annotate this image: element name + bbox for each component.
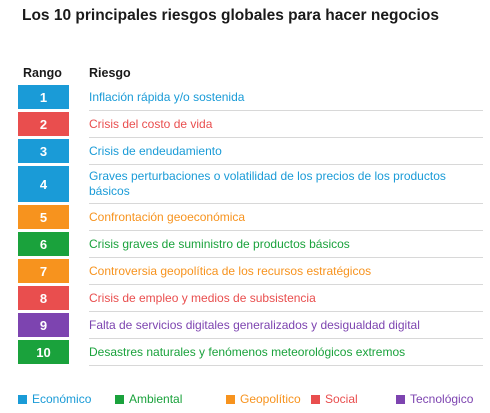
row-divider: [89, 164, 483, 165]
rank-badge: 10: [18, 340, 69, 364]
risk-row: 9 Falta de servicios digitales generaliza…: [18, 313, 483, 339]
rank-badge: 1: [18, 85, 69, 109]
rank-badge: 8: [18, 286, 69, 310]
rank-badge: 9: [18, 313, 69, 337]
legend-label: Geopolítico: [240, 392, 301, 406]
legend-label: Ambiental: [129, 392, 183, 406]
risk-label: Desastres naturales y fenómenos meteorol…: [89, 344, 406, 359]
risk-row: 10 Desastres naturales y fenómenos meteor…: [18, 340, 483, 366]
risk-row: 2 Crisis del costo de vida: [18, 112, 483, 138]
row-divider: [89, 365, 483, 366]
legend-label: Económico: [32, 392, 92, 406]
risk-label: Crisis graves de suministro de productos…: [89, 236, 350, 251]
risk-row: 1 Inflación rápida y/o sostenida: [18, 85, 483, 111]
risk-row: 4 Graves perturbaciones o volatilidad de …: [18, 166, 483, 204]
legend-swatch: [311, 394, 320, 404]
risk-row: 5 Confrontación geoeconómica: [18, 205, 483, 231]
legend-item-economico: Económico: [18, 392, 115, 406]
row-divider: [89, 257, 483, 258]
risk-label: Falta de servicios digitales generalizad…: [89, 317, 420, 332]
risk-row: 7 Controversia geopolítica de los recurso…: [18, 259, 483, 285]
legend-swatch: [18, 394, 27, 404]
risk-row: 3 Crisis de endeudamiento: [18, 139, 483, 165]
row-divider: [89, 284, 483, 285]
rank-badge: 4: [18, 166, 69, 202]
rank-badge: 5: [18, 205, 69, 229]
risk-column-header: Riesgo: [89, 66, 131, 80]
legend-item-geopolitico: Geopolítico: [226, 392, 311, 406]
row-divider: [89, 311, 483, 312]
legend-swatch: [396, 394, 405, 404]
risk-label: Graves perturbaciones o volatilidad de l…: [89, 169, 446, 198]
rank-column-header: Rango: [23, 66, 62, 80]
legend-item-social: Social: [311, 392, 396, 406]
legend-swatch: [115, 394, 124, 404]
rank-badge: 6: [18, 232, 69, 256]
risk-list: 1 Inflación rápida y/o sostenida 2 Crisis d…: [18, 85, 483, 367]
category-legend: Económico Ambiental Geopolítico Social Tecno…: [18, 392, 488, 406]
risk-label: Inflación rápida y/o sostenida: [89, 89, 245, 104]
rank-badge: 3: [18, 139, 69, 163]
risk-row: 8 Crisis de empleo y medios de subsistenc…: [18, 286, 483, 312]
row-divider: [89, 230, 483, 231]
row-divider: [89, 203, 483, 204]
rank-badge: 7: [18, 259, 69, 283]
risk-label: Crisis de endeudamiento: [89, 143, 222, 158]
row-divider: [89, 110, 483, 111]
risk-label: Crisis de empleo y medios de subsistenci…: [89, 290, 316, 305]
row-divider: [89, 137, 483, 138]
rank-badge: 2: [18, 112, 69, 136]
risk-label: Controversia geopolítica de los recursos…: [89, 263, 372, 278]
risk-label: Crisis del costo de vida: [89, 116, 213, 131]
risk-label: Confrontación geoeconómica: [89, 209, 246, 224]
legend-swatch: [226, 394, 235, 404]
legend-label: Tecnológico: [410, 392, 474, 406]
risk-row: 6 Crisis graves de suministro de producto…: [18, 232, 483, 258]
legend-item-ambiental: Ambiental: [115, 392, 226, 406]
legend-item-tecnologico: Tecnológico: [396, 392, 488, 406]
page-title: Los 10 principales riesgos globales para…: [22, 7, 439, 24]
row-divider: [89, 338, 483, 339]
legend-label: Social: [325, 392, 358, 406]
